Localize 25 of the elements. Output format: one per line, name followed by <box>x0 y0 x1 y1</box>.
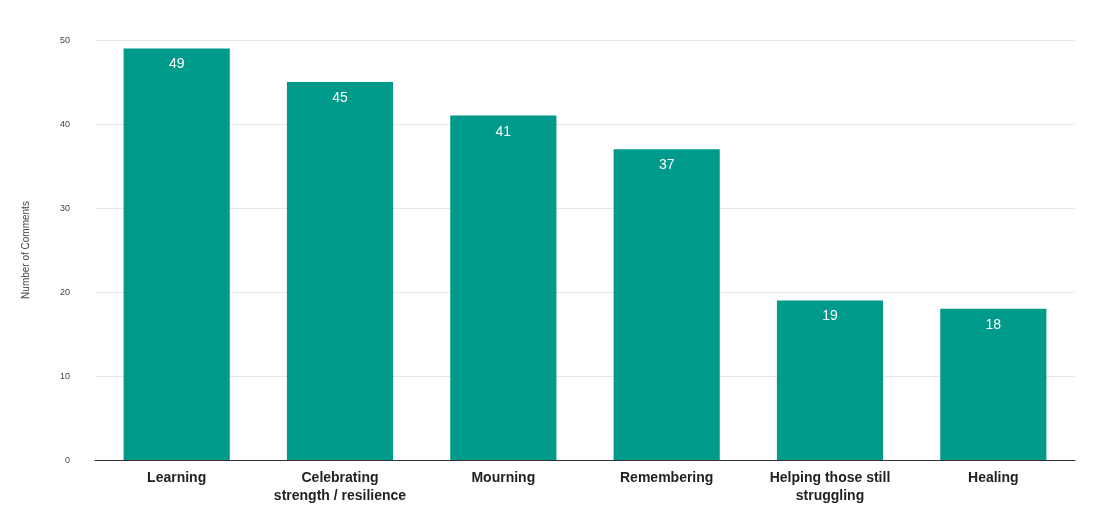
y-tick-label: 30 <box>59 203 70 213</box>
data-label: 49 <box>168 55 185 72</box>
x-tick-label: Remembering <box>619 469 714 485</box>
bar <box>613 149 720 460</box>
y-tick-label: 0 <box>64 455 70 465</box>
data-label: 19 <box>822 307 838 324</box>
data-label: 18 <box>985 315 1002 332</box>
data-label: 41 <box>495 122 512 139</box>
x-tick-label: Helping those still struggling <box>769 469 891 503</box>
x-tick-label: Learning <box>147 469 207 485</box>
y-tick-label: 20 <box>59 287 70 297</box>
bar <box>123 48 230 460</box>
data-label: 45 <box>332 89 348 105</box>
x-tick-label: Celebrating strength / resilience <box>273 469 407 503</box>
bar <box>776 300 884 460</box>
y-tick-label: 40 <box>59 119 70 129</box>
x-tick-label: Healing <box>968 469 1019 485</box>
bar <box>286 82 394 460</box>
y-axis-title: Number of Comments <box>19 201 31 299</box>
data-label: 37 <box>658 156 675 173</box>
bar <box>450 115 557 460</box>
y-tick-label: 10 <box>59 371 70 381</box>
x-tick-label: Mourning <box>471 469 536 485</box>
y-tick-label: 50 <box>59 35 70 45</box>
bar <box>940 308 1047 460</box>
